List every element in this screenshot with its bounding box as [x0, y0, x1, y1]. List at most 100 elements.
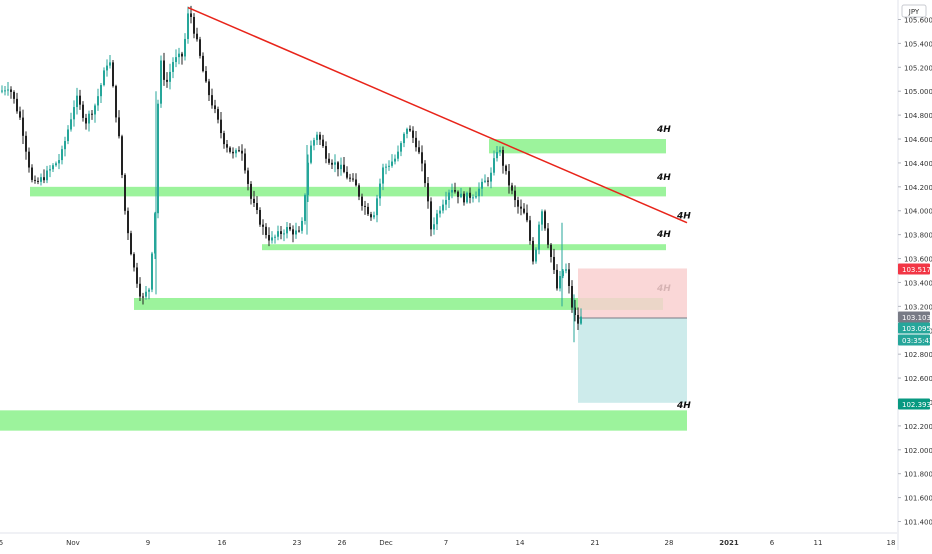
candle-body: [226, 144, 228, 148]
candle-body: [268, 235, 270, 241]
trendline-layer: 4H: [187, 6, 691, 224]
stop-loss-area: [578, 268, 687, 318]
candle-body: [160, 60, 162, 104]
price-marker: [898, 263, 930, 275]
candle-body: [328, 158, 330, 163]
candle-body: [454, 190, 456, 192]
candle-body: [157, 103, 159, 214]
candle-body: [262, 224, 264, 227]
candle-body: [325, 146, 327, 159]
candle-body: [445, 199, 447, 205]
candle-body: [106, 65, 108, 71]
support-resistance-zone: [134, 297, 663, 310]
zone-label: 4H: [656, 173, 671, 183]
candle-body: [112, 62, 114, 87]
candle-body: [109, 62, 111, 66]
candle-body: [292, 229, 294, 235]
currency-label: JPY: [908, 8, 920, 16]
candle-body: [199, 39, 201, 56]
candle-body: [16, 98, 18, 112]
candle-body: [73, 107, 75, 120]
candle-body: [190, 13, 192, 17]
candle-body: [487, 180, 489, 182]
price-marker-label: 103.103: [902, 314, 931, 322]
candle-body: [343, 164, 345, 172]
candle-body: [406, 128, 408, 134]
candle-body: [418, 147, 420, 153]
price-tick-label: 105.400: [904, 40, 932, 48]
time-tick-label: 21: [591, 539, 600, 547]
candle-body: [550, 244, 552, 257]
candle-body: [388, 165, 390, 167]
candle-body: [61, 149, 63, 161]
take-profit-area: [578, 317, 687, 403]
candle-body: [571, 286, 573, 308]
candle-body: [103, 70, 105, 86]
candle-body: [313, 140, 315, 146]
candle-body: [304, 194, 306, 221]
candle-body: [13, 91, 15, 99]
candle-body: [319, 134, 321, 140]
candle-body: [10, 89, 12, 92]
price-marker-label: 03:35:42: [902, 337, 932, 345]
candle-body: [79, 95, 81, 105]
candles-layer: [1, 5, 582, 343]
candle-body: [175, 57, 177, 63]
candle-body: [457, 191, 459, 197]
candle-body: [274, 236, 276, 238]
candle-body: [469, 192, 471, 198]
candle-body: [97, 96, 99, 106]
time-tick-label: 18: [887, 539, 896, 547]
price-tick-label: 103.800: [904, 232, 932, 240]
candle-body: [421, 152, 423, 164]
candle-body: [166, 79, 168, 82]
candle-body: [151, 253, 153, 290]
candle-body: [211, 95, 213, 106]
candle-body: [301, 220, 303, 231]
candle-body: [349, 177, 351, 179]
time-tick-label: 6: [770, 539, 775, 547]
candle-body: [346, 171, 348, 178]
zone-label: 4H: [656, 230, 671, 240]
candle-body: [52, 165, 54, 170]
candle-body: [412, 130, 414, 138]
candle-body: [373, 215, 375, 218]
candle-body: [115, 86, 117, 118]
candle-body: [154, 213, 156, 254]
candle-body: [451, 190, 453, 193]
candle-body: [568, 269, 570, 287]
candle-body: [58, 160, 60, 164]
candle-body: [184, 38, 186, 57]
candle-body: [403, 133, 405, 144]
candle-body: [538, 224, 540, 250]
position-layer: 4H: [578, 268, 691, 411]
price-tick-label: 105.200: [904, 64, 932, 72]
candle-body: [196, 33, 198, 40]
price-tick-label: 102.800: [904, 351, 932, 359]
candle-body: [247, 170, 249, 184]
candle-body: [22, 117, 24, 136]
candle-body: [562, 270, 564, 277]
candle-body: [361, 196, 363, 206]
price-marker: [898, 334, 930, 346]
trendline: [187, 6, 688, 224]
candle-body: [67, 129, 69, 142]
candle-body: [556, 269, 558, 289]
candle-body: [514, 190, 516, 201]
candle-body: [511, 185, 513, 191]
candle-body: [130, 233, 132, 255]
candle-body: [235, 150, 237, 154]
candle-body: [520, 206, 522, 209]
time-tick-label: 5: [0, 539, 3, 547]
candle-body: [148, 289, 150, 292]
time-tick-label: 16: [218, 539, 227, 547]
candle-body: [526, 212, 528, 221]
candle-body: [574, 307, 576, 316]
price-tick-label: 104.600: [904, 136, 932, 144]
candle-body: [4, 90, 6, 92]
candle-body: [208, 81, 210, 96]
candle-body: [382, 167, 384, 184]
price-tick-label: 102.200: [904, 423, 932, 431]
